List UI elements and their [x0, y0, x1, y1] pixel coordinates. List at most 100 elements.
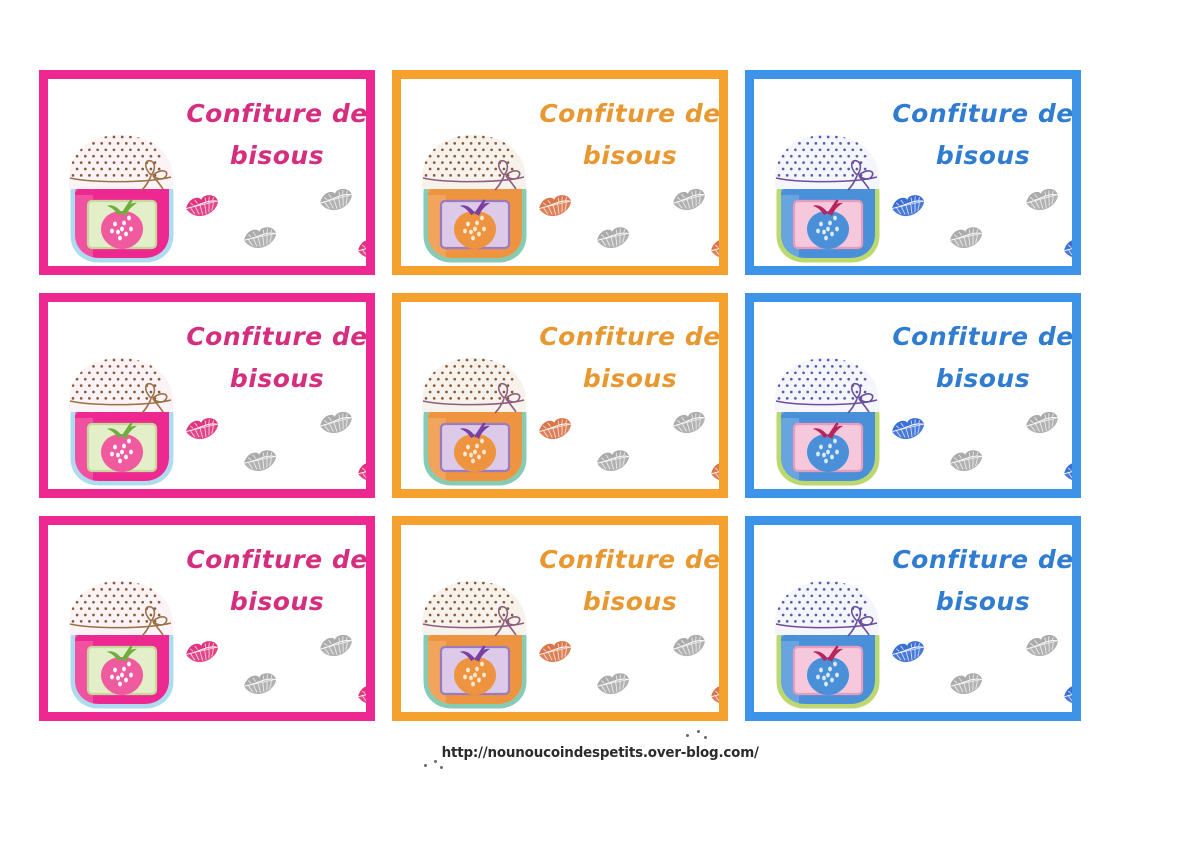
jam-jar-icon: [416, 350, 534, 488]
label-card-blue[interactable]: Confiture de bisous: [745, 70, 1081, 275]
lipstick-kiss-icon: [535, 192, 575, 220]
label-title-line2: bisous: [582, 587, 678, 616]
label-title-line1: Confiture de: [892, 545, 1074, 574]
lipstick-kiss-icon: [1060, 679, 1072, 708]
blog-url[interactable]: http://nounoucoindespetits.over-blog.com…: [441, 745, 759, 761]
lipstick-kiss-icon: [707, 679, 719, 708]
lipstick-kiss-icon: [1022, 408, 1062, 438]
lipstick-kiss-icon: [888, 192, 928, 220]
label-title-line2: bisous: [935, 364, 1031, 393]
lipstick-kiss-icon: [946, 224, 985, 252]
jam-jar-icon: [769, 350, 887, 488]
label-card-blue[interactable]: Confiture de bisous: [745, 293, 1081, 498]
lipstick-kiss-icon: [1060, 233, 1072, 262]
label-title-line2: bisous: [582, 364, 678, 393]
kiss-marks: [886, 411, 1072, 489]
kiss-marks: [180, 411, 366, 489]
lipstick-kiss-icon: [240, 447, 279, 475]
kiss-marks: [533, 411, 719, 489]
lipstick-kiss-icon: [354, 679, 366, 708]
speck-dot: [424, 764, 427, 767]
lipstick-kiss-icon: [888, 638, 928, 666]
label-title-line1: Confiture de: [539, 99, 721, 128]
kiss-marks: [886, 634, 1072, 712]
label-title: Confiture de bisous: [539, 316, 721, 400]
lipstick-kiss-icon: [1022, 631, 1062, 661]
label-card-orange[interactable]: Confiture de bisous: [392, 516, 728, 721]
jam-jar-icon: [416, 127, 534, 265]
lipstick-kiss-icon: [707, 456, 719, 485]
lipstick-kiss-icon: [669, 408, 709, 438]
lipstick-kiss-icon: [182, 192, 222, 220]
kiss-marks: [533, 634, 719, 712]
lipstick-kiss-icon: [1060, 456, 1072, 485]
label-title-line1: Confiture de: [539, 545, 721, 574]
jam-jar-icon: [63, 127, 181, 265]
jam-jar-icon: [769, 573, 887, 711]
lipstick-kiss-icon: [316, 185, 356, 215]
label-title: Confiture de bisous: [892, 316, 1074, 400]
label-title-line1: Confiture de: [186, 545, 368, 574]
lipstick-kiss-icon: [669, 185, 709, 215]
lipstick-kiss-icon: [946, 670, 985, 698]
jam-jar-icon: [769, 127, 887, 265]
label-card-orange[interactable]: Confiture de bisous: [392, 293, 728, 498]
label-title: Confiture de bisous: [539, 539, 721, 623]
label-title: Confiture de bisous: [186, 539, 368, 623]
kiss-marks: [180, 634, 366, 712]
lipstick-kiss-icon: [240, 670, 279, 698]
jam-jar-icon: [63, 573, 181, 711]
label-title-line2: bisous: [229, 364, 325, 393]
label-card-blue[interactable]: Confiture de bisous: [745, 516, 1081, 721]
footer: http://nounoucoindespetits.over-blog.com…: [0, 730, 1200, 769]
label-title: Confiture de bisous: [186, 93, 368, 177]
lipstick-kiss-icon: [946, 447, 985, 475]
label-title: Confiture de bisous: [892, 539, 1074, 623]
label-title-line2: bisous: [229, 587, 325, 616]
label-title: Confiture de bisous: [186, 316, 368, 400]
lipstick-kiss-icon: [593, 447, 632, 475]
speck-dot: [686, 734, 689, 737]
lipstick-kiss-icon: [354, 456, 366, 485]
lipstick-kiss-icon: [707, 233, 719, 262]
label-title-line1: Confiture de: [186, 99, 368, 128]
jam-jar-icon: [416, 573, 534, 711]
lipstick-kiss-icon: [354, 233, 366, 262]
lipstick-kiss-icon: [240, 224, 279, 252]
label-title-line2: bisous: [229, 141, 325, 170]
lipstick-kiss-icon: [316, 408, 356, 438]
lipstick-kiss-icon: [593, 670, 632, 698]
lipstick-kiss-icon: [535, 638, 575, 666]
label-title-line1: Confiture de: [539, 322, 721, 351]
speck-dot: [440, 766, 443, 769]
label-title: Confiture de bisous: [539, 93, 721, 177]
lipstick-kiss-icon: [1022, 185, 1062, 215]
kiss-marks: [886, 188, 1072, 266]
label-title-line1: Confiture de: [186, 322, 368, 351]
lipstick-kiss-icon: [316, 631, 356, 661]
lipstick-kiss-icon: [182, 415, 222, 443]
label-title-line2: bisous: [582, 141, 678, 170]
kiss-marks: [180, 188, 366, 266]
kiss-marks: [533, 188, 719, 266]
lipstick-kiss-icon: [669, 631, 709, 661]
label-card-orange[interactable]: Confiture de bisous: [392, 70, 728, 275]
speck-dot: [697, 730, 700, 733]
lipstick-kiss-icon: [535, 415, 575, 443]
label-title: Confiture de bisous: [892, 93, 1074, 177]
label-title-line1: Confiture de: [892, 322, 1074, 351]
jam-jar-icon: [63, 350, 181, 488]
label-card-pink[interactable]: Confiture de bisous: [39, 70, 375, 275]
label-card-pink[interactable]: Confiture de bisous: [39, 516, 375, 721]
speck-dot: [434, 760, 437, 763]
label-card-pink[interactable]: Confiture de bisous: [39, 293, 375, 498]
label-title-line2: bisous: [935, 141, 1031, 170]
lipstick-kiss-icon: [888, 415, 928, 443]
lipstick-kiss-icon: [593, 224, 632, 252]
lipstick-kiss-icon: [182, 638, 222, 666]
label-grid: Confiture de bisous: [39, 70, 1097, 721]
speck-dot: [704, 736, 707, 739]
label-title-line2: bisous: [935, 587, 1031, 616]
label-title-line1: Confiture de: [892, 99, 1074, 128]
